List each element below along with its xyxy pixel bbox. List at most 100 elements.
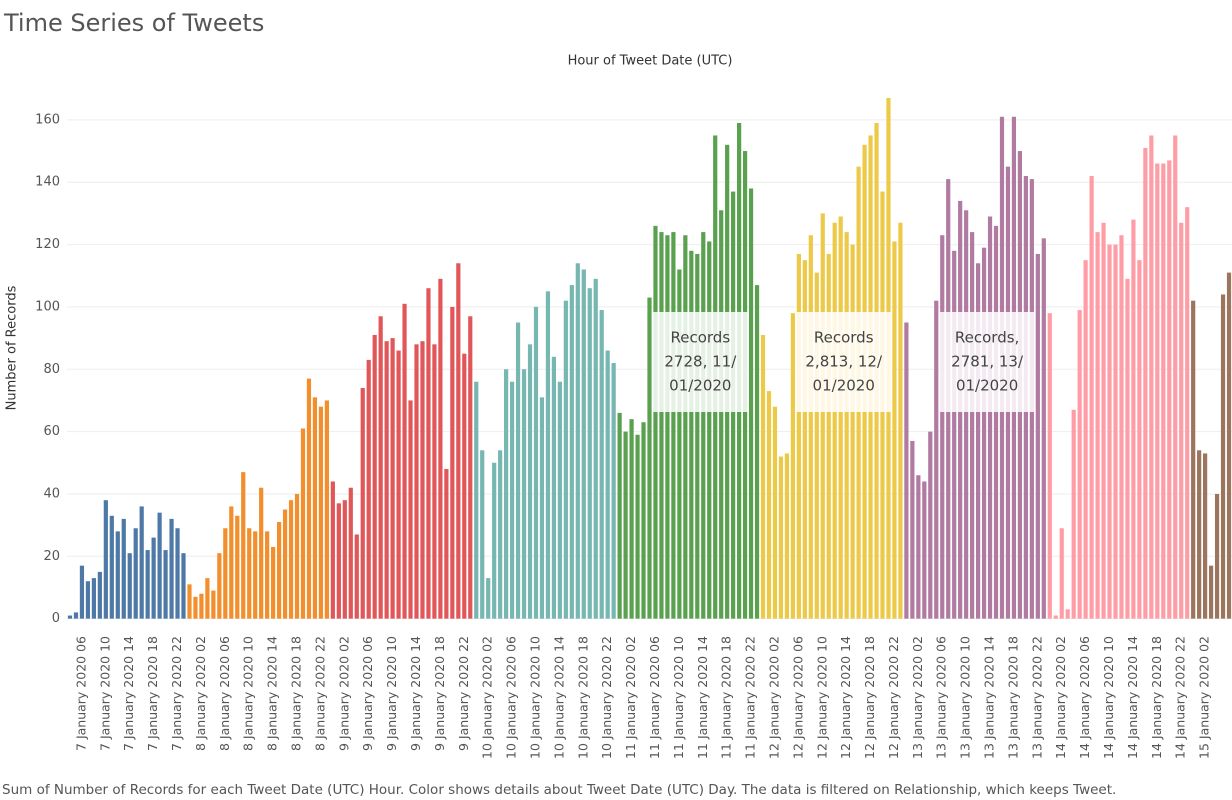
bar (987, 216, 993, 619)
annotation-text: 2728, 11/ (664, 353, 737, 371)
bar (587, 288, 592, 619)
annotation-text: Records, (955, 329, 1019, 347)
x-tick-label: 8 January 2020 22 (312, 636, 327, 751)
bar (217, 553, 222, 619)
x-tick-label: 12 January 2020 14 (838, 636, 853, 759)
bar (199, 593, 204, 619)
bar (1191, 300, 1196, 619)
bar (527, 344, 533, 619)
bar (701, 232, 706, 619)
bar (832, 222, 837, 619)
bar (486, 578, 491, 619)
bar (928, 431, 933, 619)
bar (1065, 609, 1070, 619)
annotation: Records 2728, 11/01/2020 (652, 312, 749, 412)
bar (402, 303, 407, 619)
bar (557, 381, 562, 619)
bar (276, 522, 282, 619)
bar (408, 400, 413, 619)
bar (940, 235, 945, 619)
bar (665, 235, 670, 619)
bar (611, 363, 616, 619)
bar (916, 475, 921, 619)
bar (910, 440, 915, 619)
bar (318, 406, 324, 619)
bar (456, 263, 461, 619)
x-tick-label: 8 January 2020 02 (193, 636, 208, 751)
y-axis-title: Number of Records (5, 285, 20, 410)
bar (892, 241, 897, 619)
bar (1149, 135, 1154, 619)
bar (121, 518, 126, 619)
x-tick-label: 7 January 2020 10 (97, 636, 112, 751)
y-tick-label: 120 (35, 237, 60, 252)
bar (294, 493, 300, 619)
bar (689, 250, 694, 619)
y-tick-label: 100 (35, 299, 60, 314)
bar (205, 578, 210, 619)
x-tick-label: 9 January 2020 14 (408, 636, 423, 751)
bar (1208, 565, 1214, 619)
x-tick-label: 11 January 2020 06 (647, 636, 662, 759)
bar (820, 213, 825, 619)
x-tick-label: 14 January 2020 02 (1053, 636, 1068, 759)
y-tick-label: 20 (43, 549, 60, 564)
bar (306, 378, 312, 619)
x-tick-label: 9 January 2020 06 (360, 636, 375, 751)
bar (169, 518, 174, 619)
bar (772, 406, 778, 619)
bar (551, 356, 557, 619)
bar (1071, 409, 1076, 619)
bar (73, 612, 79, 619)
bar (964, 210, 969, 619)
bar (324, 400, 329, 619)
bar (826, 253, 831, 619)
bar (844, 232, 849, 619)
bar (760, 334, 766, 619)
bar (91, 578, 96, 619)
bar (1035, 253, 1040, 619)
x-tick-label: 14 January 2020 10 (1101, 636, 1116, 759)
bar (1059, 528, 1064, 619)
bar (952, 250, 957, 619)
bar (1125, 278, 1130, 619)
bar (617, 412, 622, 619)
bar (115, 531, 120, 619)
bar (223, 528, 228, 619)
x-tick-label: 14 January 2020 18 (1149, 636, 1164, 759)
annotation-text: 01/2020 (956, 377, 1018, 395)
x-axis-title: Hour of Tweet Date (UTC) (568, 54, 733, 69)
bar (330, 481, 335, 619)
x-tick-label: 11 January 2020 22 (743, 636, 758, 759)
x-tick-label: 8 January 2020 14 (265, 636, 280, 751)
annotation-box (652, 312, 749, 412)
x-tick-label: 13 January 2020 14 (982, 636, 997, 759)
bar (581, 269, 586, 619)
bar (241, 472, 246, 619)
bar (480, 450, 485, 619)
annotation-text: 01/2020 (813, 377, 875, 395)
y-tick-label: 40 (43, 486, 60, 501)
bar (1041, 238, 1046, 619)
bar (420, 341, 425, 619)
bar (151, 537, 156, 619)
bar (719, 210, 724, 619)
x-tick-label: 9 January 2020 18 (432, 636, 447, 751)
bar (993, 225, 999, 619)
x-tick-label: 10 January 2020 02 (480, 636, 495, 759)
x-tick-label: 13 January 2020 18 (1005, 636, 1020, 759)
bar (211, 590, 216, 619)
x-tick-label: 9 January 2020 02 (336, 636, 351, 751)
bar (1143, 147, 1148, 619)
bar (235, 515, 240, 619)
bar (181, 553, 186, 619)
bar (1047, 313, 1052, 619)
bar (504, 369, 509, 619)
bar (808, 235, 813, 619)
bar (671, 232, 676, 619)
chart-title: Time Series of Tweets (3, 9, 264, 37)
bar (474, 381, 479, 619)
bar (157, 512, 162, 619)
x-tick-label: 7 January 2020 18 (145, 636, 160, 751)
